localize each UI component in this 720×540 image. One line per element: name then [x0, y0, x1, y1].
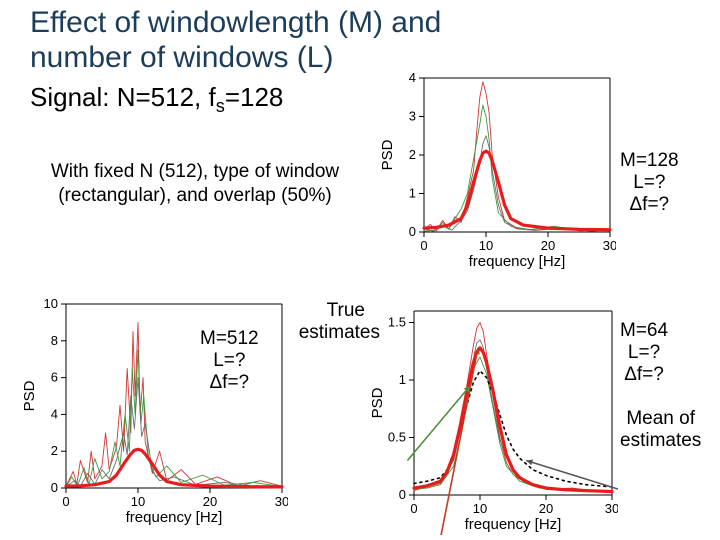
slide-subtitle: Signal: N=512, fs=128	[30, 82, 283, 117]
svg-text:0: 0	[51, 480, 58, 495]
svg-text:30: 30	[275, 494, 288, 509]
svg-text:4: 4	[409, 72, 416, 85]
annot-bottom-left: M=512L=?Δf=?	[200, 328, 259, 394]
true-label: True	[310, 300, 365, 322]
svg-text:0: 0	[399, 487, 406, 502]
estimates-label: estimates	[290, 322, 380, 344]
annot-top-right: M=128L=?Δf=?	[620, 150, 679, 216]
svg-text:PSD: PSD	[379, 139, 396, 170]
svg-text:3: 3	[409, 109, 416, 124]
svg-text:10: 10	[44, 298, 58, 311]
title-line2: number of windows (L)	[30, 41, 333, 74]
svg-text:1.5: 1.5	[388, 315, 406, 330]
description-text: With fixed N (512), type of window (rect…	[40, 160, 350, 208]
svg-text:0.5: 0.5	[388, 430, 406, 445]
svg-text:0: 0	[410, 501, 417, 516]
svg-text:30: 30	[603, 238, 616, 253]
svg-text:1: 1	[399, 372, 406, 387]
svg-text:8: 8	[51, 333, 58, 348]
svg-text:0: 0	[420, 238, 427, 253]
svg-text:2: 2	[51, 443, 58, 458]
svg-text:10: 10	[473, 501, 487, 516]
annot-bottom-right: M=64L=?Δf=?	[620, 320, 668, 386]
svg-text:frequency [Hz]: frequency [Hz]	[465, 516, 562, 533]
svg-text:1: 1	[409, 186, 416, 201]
chart-bottom-right: 0 10 20 30 0 0.5 1 1.5 frequency [Hz] PSD	[368, 305, 618, 535]
svg-text:frequency [Hz]: frequency [Hz]	[469, 253, 566, 270]
svg-text:4: 4	[51, 406, 58, 421]
svg-text:6: 6	[51, 370, 58, 385]
mean-of-estimates-label: Mean ofestimates	[620, 408, 701, 452]
svg-text:frequency [Hz]: frequency [Hz]	[126, 509, 223, 526]
svg-text:20: 20	[541, 238, 555, 253]
svg-text:2: 2	[409, 147, 416, 162]
title-line1: Effect of windowlength (M) and	[30, 6, 441, 39]
svg-text:PSD: PSD	[21, 380, 38, 411]
svg-text:10: 10	[131, 494, 145, 509]
chart-top-right: 0 10 20 30 0 1 2 3 4 frequency [Hz] PSD	[378, 72, 616, 272]
svg-text:20: 20	[539, 501, 553, 516]
svg-text:10: 10	[479, 238, 493, 253]
svg-text:0: 0	[62, 494, 69, 509]
svg-text:PSD: PSD	[369, 387, 386, 418]
svg-text:20: 20	[203, 494, 217, 509]
svg-text:0: 0	[409, 224, 416, 239]
slide-title: Effect of windowlength (M) and number of…	[30, 6, 441, 75]
svg-text:30: 30	[605, 501, 618, 516]
